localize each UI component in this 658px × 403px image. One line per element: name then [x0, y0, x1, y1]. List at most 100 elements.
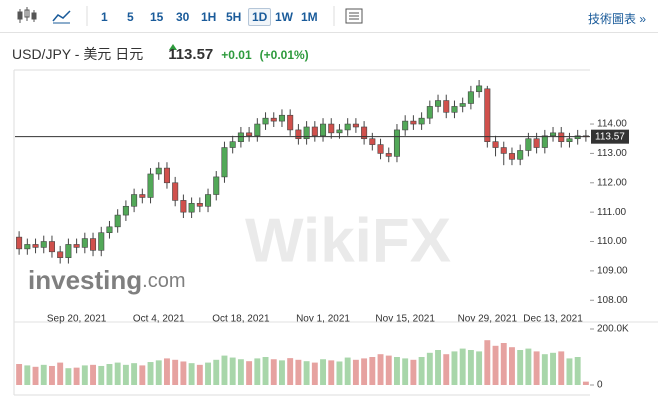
candle-body	[48, 241, 55, 253]
y-tick-label: 108.00	[597, 295, 628, 306]
volume-bar	[229, 357, 236, 385]
interval-button[interactable]: 15	[150, 10, 164, 24]
toolbar: 1 5 15 30 1H 5H 1D 1W 1M	[0, 0, 658, 33]
title: USD/JPY - 美元 日元	[12, 46, 144, 62]
candle-body	[369, 138, 376, 145]
x-tick-label: Oct 18, 2021	[212, 314, 270, 325]
volume-bar	[131, 363, 138, 385]
candle-body	[65, 244, 72, 258]
interval-button[interactable]: 5H	[226, 10, 242, 24]
candle-icon[interactable]	[17, 7, 37, 23]
interval-button[interactable]: 5	[127, 10, 134, 24]
volume-bar	[320, 359, 326, 385]
volume-bar	[49, 365, 55, 385]
candle-body	[533, 138, 540, 148]
interval-button[interactable]: 30	[176, 10, 190, 24]
candle-body	[361, 126, 368, 140]
candle-body	[73, 244, 80, 248]
volume-bar	[476, 351, 483, 385]
volume-bar	[147, 362, 154, 385]
volume-bar	[517, 350, 524, 385]
volume-bar	[287, 358, 294, 385]
candle-body	[295, 129, 302, 140]
y-tick-label: 110.00	[597, 236, 627, 247]
candle-body	[377, 144, 384, 154]
volume-bar	[418, 357, 425, 385]
candle-body	[476, 85, 483, 93]
watermark-logo-text: investing	[28, 265, 142, 295]
x-tick-label: Oct 4, 2021	[133, 314, 185, 325]
volume-bar	[377, 354, 384, 385]
candle-body	[40, 241, 47, 248]
y-tick-label: 114.00	[597, 119, 627, 130]
volume-bar	[566, 358, 573, 385]
candle-body	[328, 123, 335, 134]
candle-body	[287, 114, 294, 131]
volume-bar	[221, 355, 228, 385]
volume-bar	[344, 357, 351, 385]
watermark-domain: .com	[142, 270, 185, 292]
volume-bar	[279, 360, 285, 385]
line-icon[interactable]	[52, 10, 71, 22]
change: +0.01	[221, 48, 252, 62]
volume-bar	[164, 358, 170, 385]
candle-body	[196, 203, 203, 207]
y-tick-label: 109.00	[597, 266, 628, 277]
volume-bar	[90, 364, 96, 385]
volume-bar	[525, 348, 532, 385]
volume-bar	[533, 351, 540, 385]
candle-body	[541, 135, 548, 148]
candle-body	[98, 232, 105, 251]
candle-body	[385, 153, 392, 157]
candle-body	[402, 120, 409, 131]
volume-bar	[40, 364, 47, 385]
candle-body	[492, 141, 499, 148]
candle-body	[57, 251, 64, 258]
volume-bar	[172, 359, 179, 385]
interval-button[interactable]: 1M	[301, 10, 318, 24]
candle-body	[352, 123, 359, 128]
candle-body	[459, 103, 466, 107]
x-tick-label: Nov 29, 2021	[458, 314, 518, 325]
volume-bar	[16, 364, 23, 385]
interval-button[interactable]: 1W	[275, 10, 293, 24]
volume-bar	[459, 348, 466, 385]
interval-button[interactable]: 1H	[201, 10, 217, 24]
candle-body	[566, 138, 573, 142]
candle-body	[410, 120, 417, 125]
candle-body	[122, 205, 129, 216]
volume-bar	[213, 359, 220, 385]
volume-bar	[188, 363, 195, 385]
candle-body	[32, 244, 39, 248]
candle-body	[484, 88, 491, 142]
candle-body	[188, 203, 195, 213]
candle-body	[451, 106, 458, 113]
volume-bar	[246, 361, 253, 385]
x-tick-label: Nov 15, 2021	[375, 314, 435, 325]
candle-body	[90, 238, 97, 251]
candle-body	[270, 117, 277, 122]
candle-body	[278, 114, 285, 122]
technical-chart-link[interactable]: 技術圖表 »	[587, 12, 646, 26]
candle-body	[435, 100, 442, 107]
volume-bar	[369, 357, 376, 385]
y-tick-label: 112.00	[597, 177, 627, 188]
candle-body	[237, 132, 244, 142]
volume-bar	[541, 354, 548, 385]
volume-bar	[295, 359, 302, 385]
volume-bar	[139, 365, 146, 385]
last-price-label: 113.57	[595, 131, 625, 142]
up-arrow	[169, 44, 177, 50]
candle-body	[213, 176, 220, 195]
settings-icon[interactable]	[345, 8, 363, 24]
interval-button[interactable]: 1	[101, 10, 108, 24]
volume-bar	[582, 381, 589, 385]
last-price: 113.57	[168, 46, 214, 63]
candle-body	[303, 126, 310, 140]
volume-bar	[443, 354, 450, 385]
volume-bar	[196, 364, 203, 385]
interval-button[interactable]: 1D	[248, 8, 272, 26]
volume-bar	[328, 360, 335, 385]
candle-body	[418, 117, 425, 125]
